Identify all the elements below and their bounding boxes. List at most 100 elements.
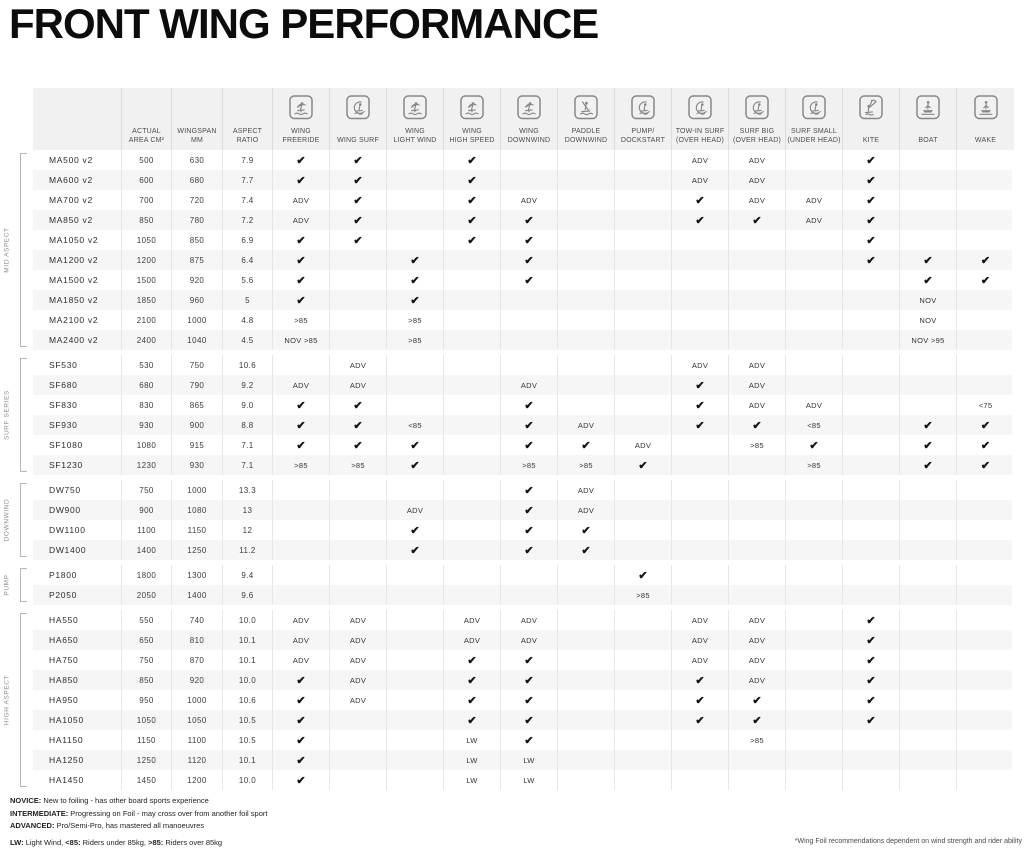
rating-cell xyxy=(786,375,843,395)
rating-cell xyxy=(786,310,843,330)
rating-cell xyxy=(672,435,729,455)
rating-cell xyxy=(786,585,843,605)
rating-cell: >85 xyxy=(615,585,672,605)
model-cell: DW900 xyxy=(33,500,122,520)
footnote-text: LW: xyxy=(10,838,24,847)
section-bracket xyxy=(20,358,27,472)
rating-cell xyxy=(273,355,330,375)
table-row: MA600 v2 600 680 7.7 ✔ ✔ ✔ ADV ADV ✔ xyxy=(33,170,1012,190)
rating-cell xyxy=(672,250,729,270)
check-icon: ✔ xyxy=(273,690,330,710)
rating-cell xyxy=(786,170,843,190)
rating-cell xyxy=(387,750,444,770)
value-cell: 5.6 xyxy=(223,270,273,290)
rating-cell xyxy=(558,310,615,330)
rating-cell xyxy=(900,500,957,520)
rating-cell: ADV xyxy=(729,355,786,375)
rating-cell: ADV xyxy=(786,190,843,210)
check-icon: ✔ xyxy=(672,670,729,690)
rating-cell: NOV >85 xyxy=(273,330,330,350)
check-icon: ✔ xyxy=(980,254,991,267)
rating-cell xyxy=(786,520,843,540)
value-cell: 790 xyxy=(172,375,223,395)
rating-cell xyxy=(672,770,729,790)
rating-cell xyxy=(387,770,444,790)
value-cell: 1150 xyxy=(172,520,223,540)
value-cell: 1080 xyxy=(172,500,223,520)
check-icon: ✔ xyxy=(330,170,387,190)
rating-cell xyxy=(957,190,1014,210)
rating-cell xyxy=(444,480,501,500)
rating-cell xyxy=(843,585,900,605)
rating-cell xyxy=(273,565,330,585)
rating-cell xyxy=(330,500,387,520)
check-icon: ✔ xyxy=(273,730,330,750)
value-cell: 850 xyxy=(122,670,172,690)
rating-cell: ADV xyxy=(558,480,615,500)
rating-cell: ADV xyxy=(273,650,330,670)
value-cell: 5 xyxy=(223,290,273,310)
table-row: MA500 v2 500 630 7.9 ✔ ✔ ✔ ADV ADV ✔ xyxy=(33,150,1012,170)
value-cell: 1450 xyxy=(122,770,172,790)
rating-cell: >85 xyxy=(273,310,330,330)
rating-cell xyxy=(558,730,615,750)
column-header-label: WING LIGHT WIND xyxy=(393,128,437,144)
rating-cell xyxy=(387,730,444,750)
rating-cell xyxy=(387,610,444,630)
table-section: SURF SERIES SF530 530 750 10.6 ADV ADV ADV SF680… xyxy=(4,355,1012,475)
table-row: DW750 750 1000 13.3 ✔ ADV xyxy=(33,480,1012,500)
value-cell: 740 xyxy=(172,610,223,630)
rating-cell: ADV xyxy=(672,630,729,650)
rating-cell xyxy=(672,480,729,500)
rating-cell xyxy=(786,330,843,350)
check-icon: ✔ xyxy=(444,690,501,710)
rating-cell xyxy=(558,670,615,690)
value-cell: 900 xyxy=(122,500,172,520)
column-header: .s{fill:none;stroke:currentColor;stroke-… xyxy=(786,88,843,150)
check-icon: ✔ xyxy=(330,190,387,210)
rating-cell: <85 xyxy=(387,415,444,435)
table-section: PUMP P1800 1800 1300 9.4 ✔ P2050 2050 1400 9.6 >85 xyxy=(4,565,1012,605)
rating-cell xyxy=(615,770,672,790)
model-cell: HA1450 xyxy=(33,770,122,790)
rating-cell xyxy=(843,480,900,500)
rating-cell xyxy=(387,355,444,375)
model-cell: SF830 xyxy=(33,395,122,415)
model-cell: MA1200 v2 xyxy=(33,250,122,270)
check-icon: ✔ xyxy=(444,650,501,670)
column-header-label: WING SURF xyxy=(337,136,379,144)
value-cell: 9.4 xyxy=(223,565,273,585)
value-cell: 1850 xyxy=(122,290,172,310)
value-cell: 1000 xyxy=(172,690,223,710)
value-cell: 865 xyxy=(172,395,223,415)
section-rows: MA500 v2 500 630 7.9 ✔ ✔ ✔ ADV ADV ✔ MA600 v2 600 68… xyxy=(33,150,1012,350)
footnote-text: Progressing on Foil - may cross over fro… xyxy=(68,808,268,818)
rating-cell xyxy=(900,750,957,770)
rating-cell xyxy=(786,690,843,710)
check-icon: ✔ xyxy=(843,610,900,630)
check-icon: ✔ xyxy=(273,230,330,250)
wake-icon: .s{fill:none;stroke:currentColor;stroke-… xyxy=(973,94,998,121)
model-cell: P2050 xyxy=(33,585,122,605)
rating-cell xyxy=(672,455,729,475)
rating-cell xyxy=(330,540,387,560)
value-cell: 930 xyxy=(172,455,223,475)
rating-cell xyxy=(273,480,330,500)
table-row: DW1400 1400 1250 11.2 ✔ ✔ ✔ xyxy=(33,540,1012,560)
rating-cell xyxy=(900,520,957,540)
check-icon: ✔ xyxy=(273,670,330,690)
rating-cell xyxy=(672,585,729,605)
check-icon: ✔ xyxy=(330,415,387,435)
model-cell: HA750 xyxy=(33,650,122,670)
check-icon: ✔ xyxy=(843,190,900,210)
rating-cell xyxy=(501,310,558,330)
rating-cell xyxy=(558,330,615,350)
check-icon: ✔ xyxy=(900,270,957,290)
rating-cell xyxy=(729,310,786,330)
rating-cell xyxy=(786,630,843,650)
column-header: ASPECT RATIO xyxy=(223,88,273,150)
rating-cell xyxy=(729,250,786,270)
value-cell: 950 xyxy=(122,690,172,710)
rating-cell xyxy=(786,355,843,375)
check-icon: ✔ xyxy=(900,250,957,270)
